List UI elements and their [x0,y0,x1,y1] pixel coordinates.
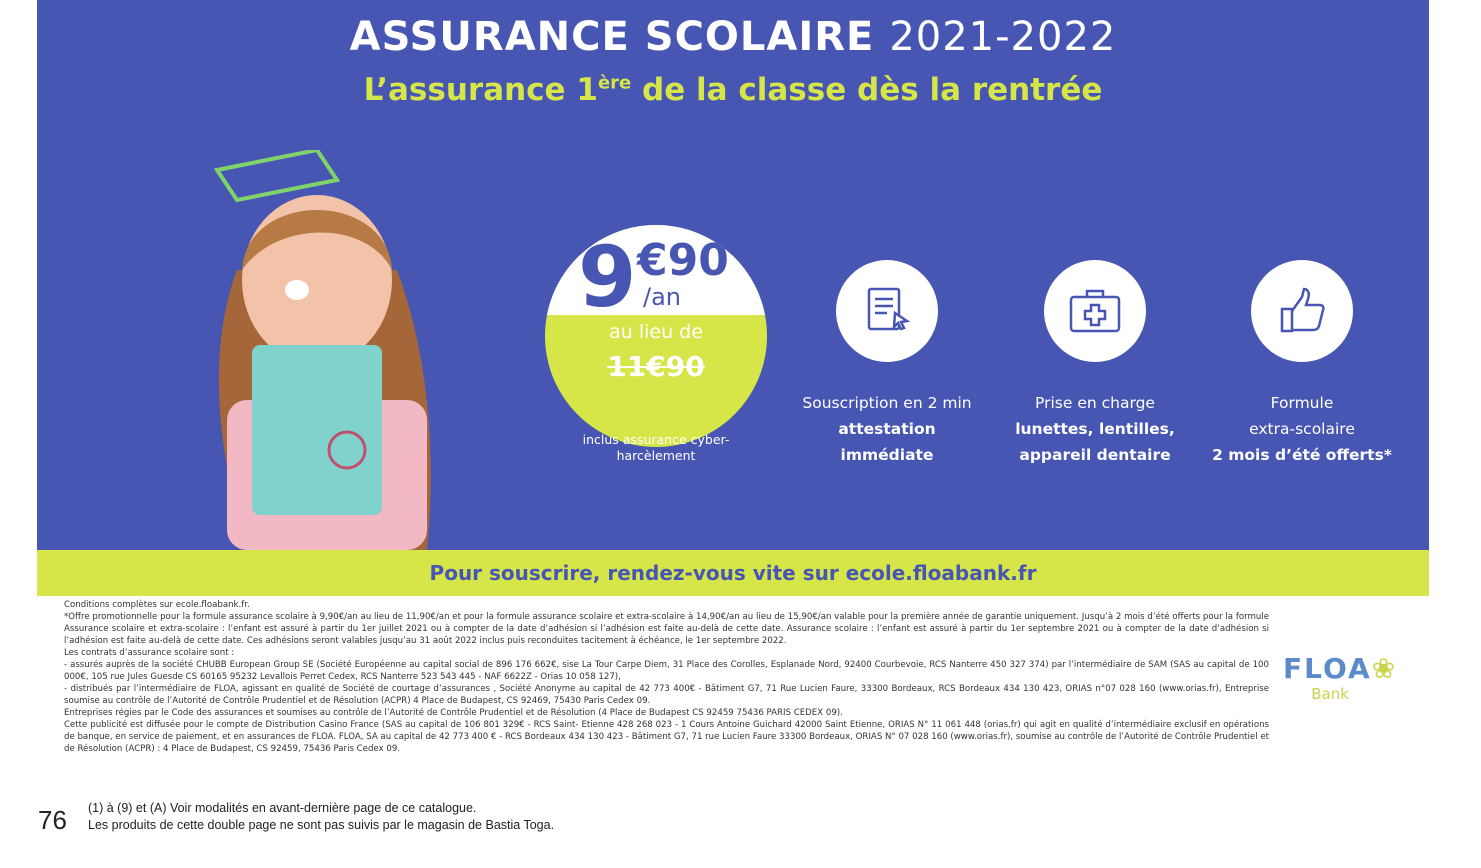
feature-subscription: Souscription en 2 min attestation immédiat… [777,260,997,468]
feature-extra: Formule extra-scolaire 2 mois d’été offert… [1192,260,1412,468]
promo-banner: ASSURANCE SCOLAIRE 2021-2022 L’assurance… [37,0,1429,550]
feature-bold: immédiate [840,446,934,464]
flower-icon: ❀ [1371,652,1398,685]
logo-sub: Bank [1311,685,1349,703]
subtitle: L’assurance 1ère de la classe dès la ren… [37,72,1429,108]
title-year: 2021-2022 [889,14,1117,60]
fine-print-line: Entreprises régies par le Code des assur… [64,708,843,718]
footer-note: Les produits de cette double page ne son… [88,818,555,832]
feature-line: Formule [1270,394,1334,412]
page-title: ASSURANCE SCOLAIRE 2021-2022 [37,14,1429,60]
subtitle-pre: L’assurance 1 [363,72,598,108]
title-text: ASSURANCE SCOLAIRE [349,14,875,60]
feature-bold: lunettes, lentilles, [1015,420,1175,438]
feature-line: Souscription en 2 min [802,394,972,412]
feature-line: extra-scolaire [1249,420,1355,438]
instead-label: au lieu de [609,321,703,343]
fine-print-line: Cette publicité est diffusée pour le com… [64,720,1269,754]
feature-bold: appareil dentaire [1019,446,1171,464]
thumbs-up-icon [1251,260,1353,362]
floa-bank-logo: FLOA❀ Bank [1283,652,1397,703]
price-cents: €90 [637,235,729,286]
feature-line: Prise en charge [1035,394,1155,412]
footer-notes: (1) à (9) et (A) Voir modalités en avant… [88,800,554,834]
page-number: 76 [38,805,67,835]
fine-print-line: *Offre promotionnelle pour la formule as… [64,612,1269,646]
cta-link[interactable]: Pour souscrire, rendez-vous vite sur eco… [429,561,1037,585]
cta-bar: Pour souscrire, rendez-vous vite sur eco… [37,550,1429,596]
included-note: inclus assurance cyber-harcèlement [582,432,730,463]
first-aid-kit-icon [1044,260,1146,362]
price-badge: 9 €90 /an au lieu de 11€90 [545,225,767,447]
fine-print-line: Les contrats d’assurance scolaire sont : [64,648,235,658]
fine-print-line: - assurés auprès de la société CHUBB Eur… [64,660,1269,682]
footer-note: (1) à (9) et (A) Voir modalités en avant… [88,801,477,815]
feature-coverage: Prise en charge lunettes, lentilles, appar… [985,260,1205,468]
old-price: 11€90 [607,350,705,383]
fine-print: Conditions complètes sur ecole.floabank.… [64,599,1269,755]
fine-print-line: Conditions complètes sur ecole.floabank.… [64,600,250,610]
price-main: 9 [578,228,637,326]
feature-bold: 2 mois d’été offerts* [1212,446,1392,464]
feature-bold: attestation [838,420,936,438]
subtitle-post: de la classe dès la rentrée [631,72,1103,108]
price-period: /an [643,283,682,311]
fine-print-line: - distribués par l’intermédiaire de FLOA… [64,684,1269,706]
subtitle-sup: ère [597,72,632,94]
logo-name: FLOA [1283,652,1372,685]
girl-illustration [213,150,431,550]
document-cursor-icon [836,260,938,362]
